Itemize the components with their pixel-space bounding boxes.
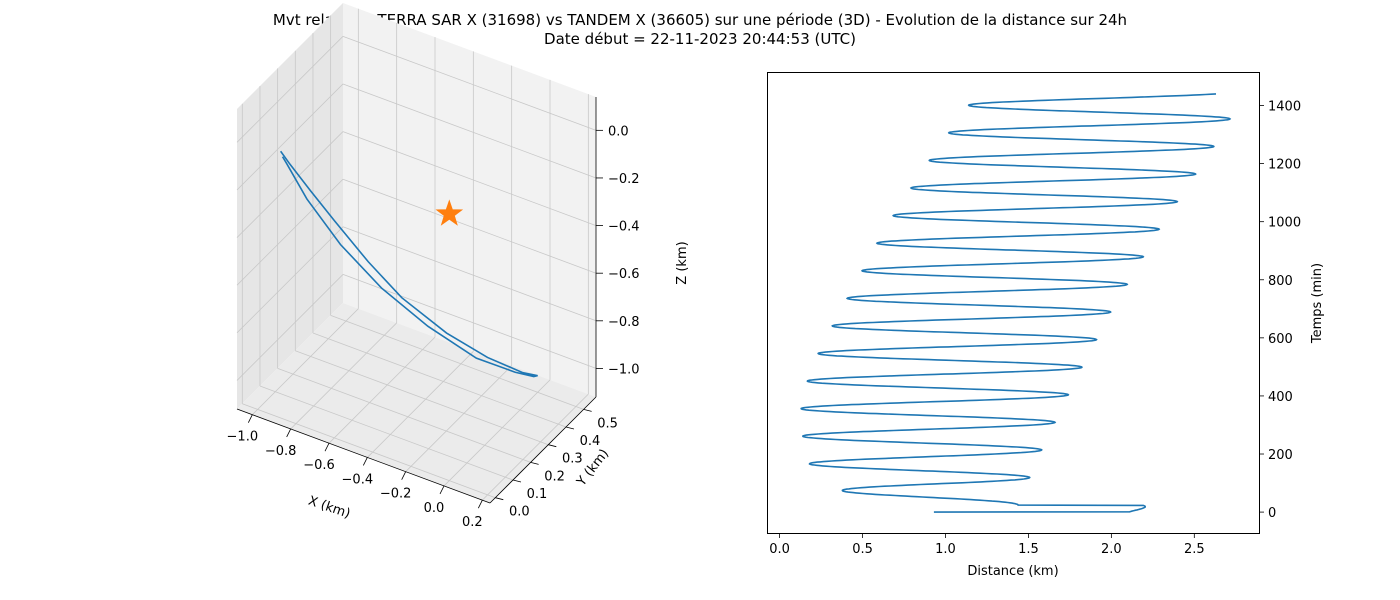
y-axis-label: Temps (min): [1310, 263, 1325, 344]
y-tick-label: 1200: [1268, 158, 1301, 173]
grid-line: [236, 83, 344, 191]
x-tick-label: −0.8: [265, 444, 297, 459]
z-tick-label: −1.0: [608, 362, 640, 377]
grid-line: [367, 351, 474, 458]
x-tick-label: 2.0: [1101, 542, 1122, 557]
grid-line: [405, 365, 512, 472]
x-tick-label: 0.5: [852, 542, 873, 557]
y-tick-label: 1400: [1268, 100, 1301, 115]
x-tick-mark: [439, 485, 445, 495]
y-tick-label: 0.1: [527, 487, 548, 502]
y-tick-label: 600: [1268, 332, 1293, 347]
y-tick-label: 0.4: [580, 434, 601, 449]
y-tick-label: 800: [1268, 274, 1293, 289]
grid-line: [252, 308, 359, 415]
x-tick-label: 2.5: [1184, 542, 1205, 557]
grid-line: [259, 385, 514, 481]
x-tick-label: −0.4: [342, 472, 374, 487]
y-tick-mark: [583, 408, 592, 412]
x-tick-label: −1.0: [227, 430, 259, 445]
grid-line: [342, 35, 597, 131]
x-axis-line: [236, 408, 491, 504]
z-tick-label: −0.4: [608, 220, 640, 235]
x-tick-label: −0.2: [380, 487, 412, 502]
x-tick-mark: [477, 499, 483, 509]
x-tick-label: 1.0: [935, 542, 956, 557]
y-tick-label: 400: [1268, 390, 1293, 405]
grid-line: [342, 178, 597, 274]
grid-line: [236, 131, 344, 238]
x-tick-mark: [401, 471, 407, 480]
grid-line: [236, 36, 344, 143]
grid-line: [443, 379, 551, 487]
x-tick-label: 0.0: [424, 501, 445, 516]
y-tick-mark: [530, 461, 539, 465]
x-tick-label: 0.2: [462, 515, 483, 530]
z-tick-label: −0.2: [608, 172, 640, 187]
grid-line: [342, 226, 597, 322]
x-tick-label: 1.5: [1018, 542, 1039, 557]
chart-title: Mvt relatif de TERRA SAR X (31698) vs TA…: [272, 11, 1128, 29]
y-tick-label: 0.2: [544, 469, 565, 484]
x-tick-label: −0.6: [303, 458, 335, 473]
grid-line: [236, 226, 344, 334]
y-tick-label: 0.3: [562, 452, 583, 467]
grid-line: [242, 403, 496, 499]
y-tick-label: 0.0: [509, 505, 530, 520]
z-axis-label: Z (km): [675, 241, 690, 284]
z-tick-label: −0.8: [608, 315, 640, 330]
grid-line: [312, 332, 567, 428]
y-tick-mark: [495, 497, 504, 501]
pane-left: [237, 3, 343, 409]
chart-subtitle: Date début = 22-11-2023 20:44:53 (UTC): [544, 30, 856, 48]
z-tick-label: −0.6: [608, 267, 640, 282]
trajectory-line: [279, 150, 538, 378]
grid-line: [277, 367, 531, 463]
grid-line: [295, 350, 549, 446]
grid-line: [328, 336, 436, 444]
y-tick-label: 0.5: [597, 416, 618, 431]
y-axis-line: [489, 396, 597, 504]
y-tick-mark: [548, 444, 557, 448]
pane-back: [343, 3, 596, 397]
grid-line: [236, 178, 344, 286]
grid-line: [342, 131, 597, 226]
y-tick-label: 1000: [1268, 216, 1301, 231]
x-tick-mark: [247, 414, 253, 423]
grid-line: [236, 274, 344, 381]
y-tick-mark: [565, 426, 575, 430]
origin-star-marker: [435, 199, 464, 226]
z-tick-label: 0.0: [608, 124, 629, 139]
x-tick-mark: [324, 443, 330, 452]
grid-line: [290, 322, 397, 430]
distance-line: [800, 93, 1232, 513]
grid-line: [330, 314, 584, 410]
y-tick-label: 200: [1268, 448, 1293, 463]
x-tick-label: 0.0: [769, 542, 790, 557]
grid-line: [482, 393, 589, 501]
y-tick-mark: [512, 479, 522, 483]
x-axis-label: Distance (km): [967, 564, 1058, 579]
plot-area-frame: [767, 72, 1260, 534]
y-tick-label: 0: [1268, 506, 1276, 521]
x-tick-mark: [286, 428, 292, 438]
grid-line: [342, 83, 597, 179]
x-tick-mark: [362, 457, 368, 466]
